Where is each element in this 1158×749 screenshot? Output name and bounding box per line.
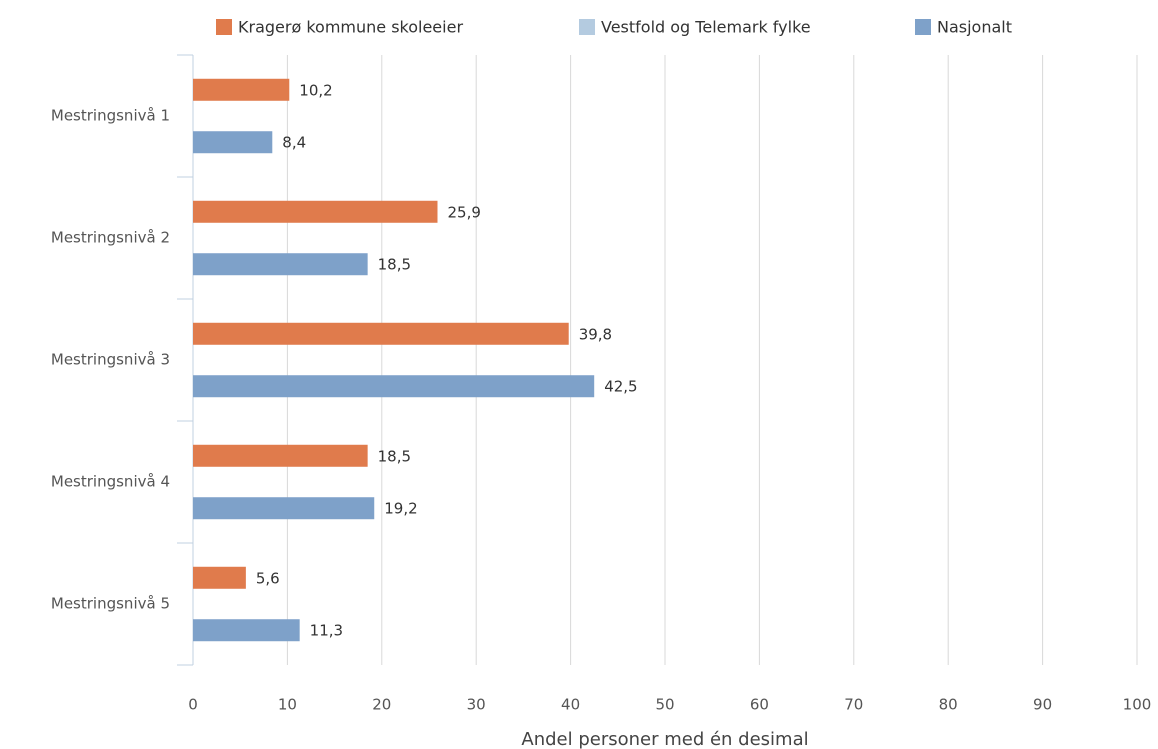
legend-swatch [579,19,595,35]
bar [193,322,569,345]
x-tick-label: 20 [372,696,391,714]
x-axis-title: Andel personer med én desimal [521,729,808,749]
data-label: 39,8 [579,325,612,343]
legend-label: Kragerø kommune skoleeier [238,18,463,37]
legend-swatch [915,19,931,35]
x-tick-label: 80 [939,696,958,714]
data-label: 8,4 [282,134,306,152]
legend-swatch [216,19,232,35]
x-tick-label: 70 [844,696,863,714]
legend-label: Nasjonalt [937,18,1012,37]
x-tick-label: 0 [188,696,198,714]
data-label: 42,5 [604,378,637,396]
x-tick-label: 60 [750,696,769,714]
x-tick-label: 50 [655,696,674,714]
y-tick-label: Mestringsnivå 1 [51,107,170,125]
bar [193,78,290,101]
data-label: 10,2 [299,81,332,99]
bar [193,131,273,154]
x-tick-label: 40 [561,696,580,714]
y-tick-label: Mestringsnivå 3 [51,351,170,369]
y-tick-label: Mestringsnivå 4 [51,473,170,491]
x-tick-label: 100 [1123,696,1152,714]
x-tick-label: 10 [278,696,297,714]
bar [193,566,246,589]
data-label: 5,6 [256,569,280,587]
data-label: 18,5 [378,256,411,274]
y-tick-label: Mestringsnivå 5 [51,595,170,613]
data-label: 11,3 [310,622,343,640]
bar [193,497,375,520]
bar [193,253,368,276]
bar [193,200,438,223]
data-label: 25,9 [447,203,480,221]
bar [193,619,300,642]
data-label: 18,5 [378,447,411,465]
bar [193,444,368,467]
legend-label: Vestfold og Telemark fylke [601,18,811,37]
x-tick-label: 30 [467,696,486,714]
bar [193,375,595,398]
y-tick-label: Mestringsnivå 2 [51,229,170,247]
x-tick-label: 90 [1033,696,1052,714]
data-label: 19,2 [384,500,417,518]
